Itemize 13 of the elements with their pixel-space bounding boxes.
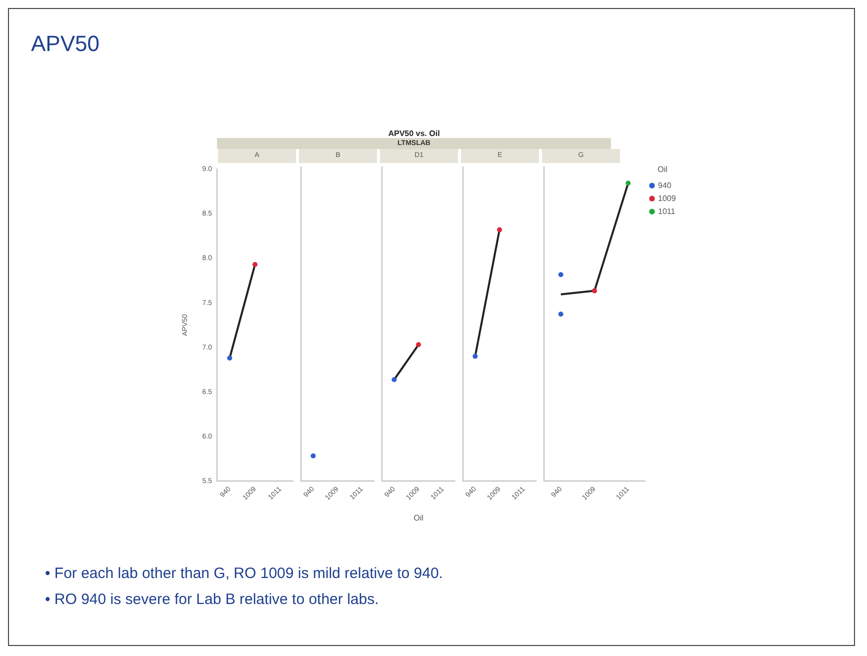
legend-label: 940 [658,180,672,190]
text: • RO 940 is severe for Lab B relative to other labs. [45,590,380,610]
legend-title: Oil [658,165,668,174]
point [558,312,564,317]
point [626,180,631,186]
text: APV50 vs. Oil [387,129,441,138]
text: • For each lab other than G, RO 1009 is mild relative to 940. [45,564,443,584]
legend-label: 1011 [658,206,676,216]
point [558,272,564,278]
text: APV50 [31,31,100,57]
point [592,288,597,294]
x-axis-title: Oil [414,513,424,522]
legend-label: 1009 [658,194,676,203]
